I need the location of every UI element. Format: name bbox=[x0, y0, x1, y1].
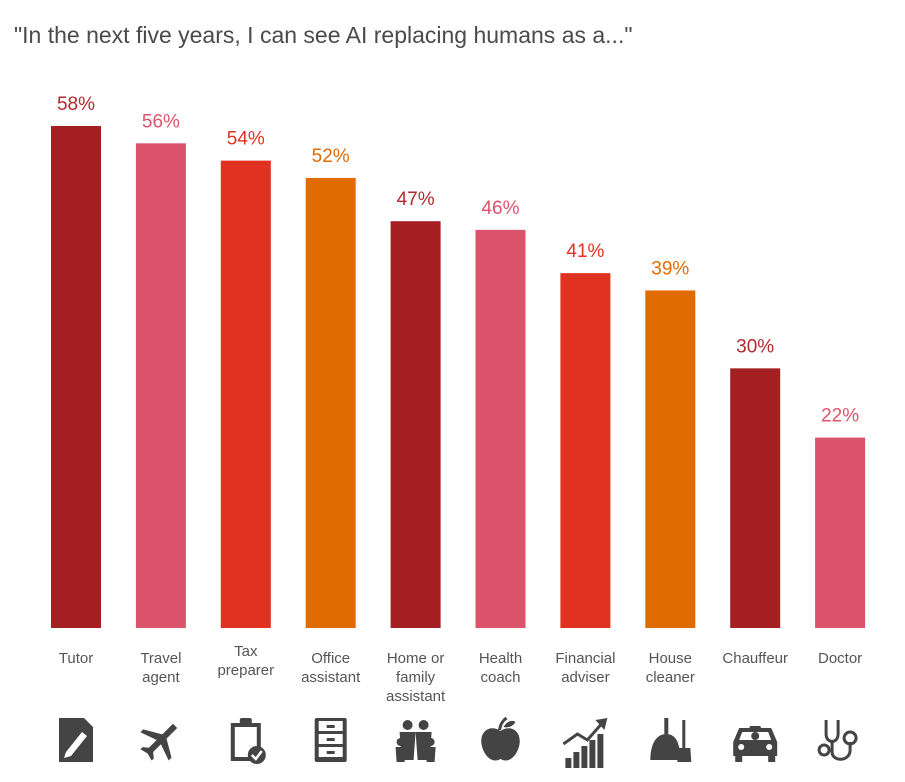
document-pen-icon bbox=[59, 718, 93, 762]
value-label-4: 52% bbox=[312, 146, 350, 167]
growth-chart-icon bbox=[562, 718, 608, 768]
category-label-line: House bbox=[649, 650, 692, 667]
category-label-line: Health bbox=[479, 650, 522, 667]
category-label-9: Chauffeur bbox=[722, 650, 788, 667]
category-label-line: preparer bbox=[217, 662, 274, 679]
category-label-line: assistant bbox=[386, 688, 446, 705]
category-labels-group: Tutor Travel agent Tax preparer Office assista… bbox=[59, 643, 862, 705]
category-label-1: Tutor bbox=[59, 650, 93, 667]
category-label-10: Doctor bbox=[818, 650, 862, 667]
category-label-line: cleaner bbox=[646, 669, 695, 686]
category-label-line: adviser bbox=[561, 669, 609, 686]
bars-group bbox=[51, 126, 866, 629]
bar-6 bbox=[475, 229, 526, 629]
value-label-8: 39% bbox=[651, 258, 689, 279]
broom-dustpan-icon bbox=[650, 718, 692, 762]
stethoscope-icon bbox=[817, 720, 858, 761]
bar-5 bbox=[390, 221, 441, 628]
bar-4 bbox=[305, 177, 356, 628]
bar-2 bbox=[135, 143, 186, 628]
category-label-line: Office bbox=[311, 650, 350, 667]
category-label-line: family bbox=[396, 669, 436, 686]
value-label-7: 41% bbox=[566, 241, 604, 262]
airplane-icon bbox=[140, 723, 178, 761]
category-label-line: coach bbox=[480, 669, 520, 686]
chart-title: "In the next five years, I can see AI re… bbox=[14, 22, 633, 48]
value-label-5: 47% bbox=[397, 189, 435, 210]
category-label-line: agent bbox=[142, 669, 180, 686]
file-cabinet-icon bbox=[314, 718, 347, 762]
bar-1 bbox=[51, 126, 101, 628]
category-label-line: Tax bbox=[234, 643, 258, 660]
value-label-9: 30% bbox=[736, 336, 774, 357]
value-labels-group: 58% 56% 54% 52% 47% 46% 41% 39% 30% 22% bbox=[57, 94, 859, 427]
bar-9 bbox=[730, 368, 781, 628]
category-label-line: Financial bbox=[555, 650, 615, 667]
icons-group bbox=[59, 716, 858, 768]
category-label-line: Chauffeur bbox=[722, 650, 788, 667]
car-driver-icon bbox=[733, 726, 778, 762]
category-label-line: Tutor bbox=[59, 650, 93, 667]
category-label-3: Tax preparer bbox=[217, 643, 274, 679]
apple-icon bbox=[481, 716, 520, 761]
category-label-5: Home or family assistant bbox=[386, 650, 446, 705]
bar-8 bbox=[645, 290, 696, 628]
value-label-2: 56% bbox=[142, 111, 180, 132]
category-label-8: House cleaner bbox=[646, 650, 695, 686]
category-label-4: Office assistant bbox=[301, 650, 361, 686]
value-label-1: 58% bbox=[57, 94, 95, 115]
category-label-7: Financial adviser bbox=[555, 650, 615, 686]
category-label-line: Home or bbox=[387, 650, 445, 667]
value-label-10: 22% bbox=[821, 406, 859, 427]
value-label-6: 46% bbox=[481, 198, 519, 219]
bar-7 bbox=[560, 273, 611, 628]
category-label-2: Travel agent bbox=[140, 650, 181, 686]
category-label-line: Doctor bbox=[818, 650, 862, 667]
bar-3 bbox=[220, 160, 271, 628]
category-label-line: Travel bbox=[140, 650, 181, 667]
bar-10 bbox=[815, 437, 866, 628]
category-label-6: Health coach bbox=[479, 650, 522, 686]
clipboard-check-icon bbox=[230, 718, 266, 764]
family-icon bbox=[395, 720, 436, 762]
value-label-3: 54% bbox=[227, 129, 265, 150]
category-label-line: assistant bbox=[301, 669, 361, 686]
